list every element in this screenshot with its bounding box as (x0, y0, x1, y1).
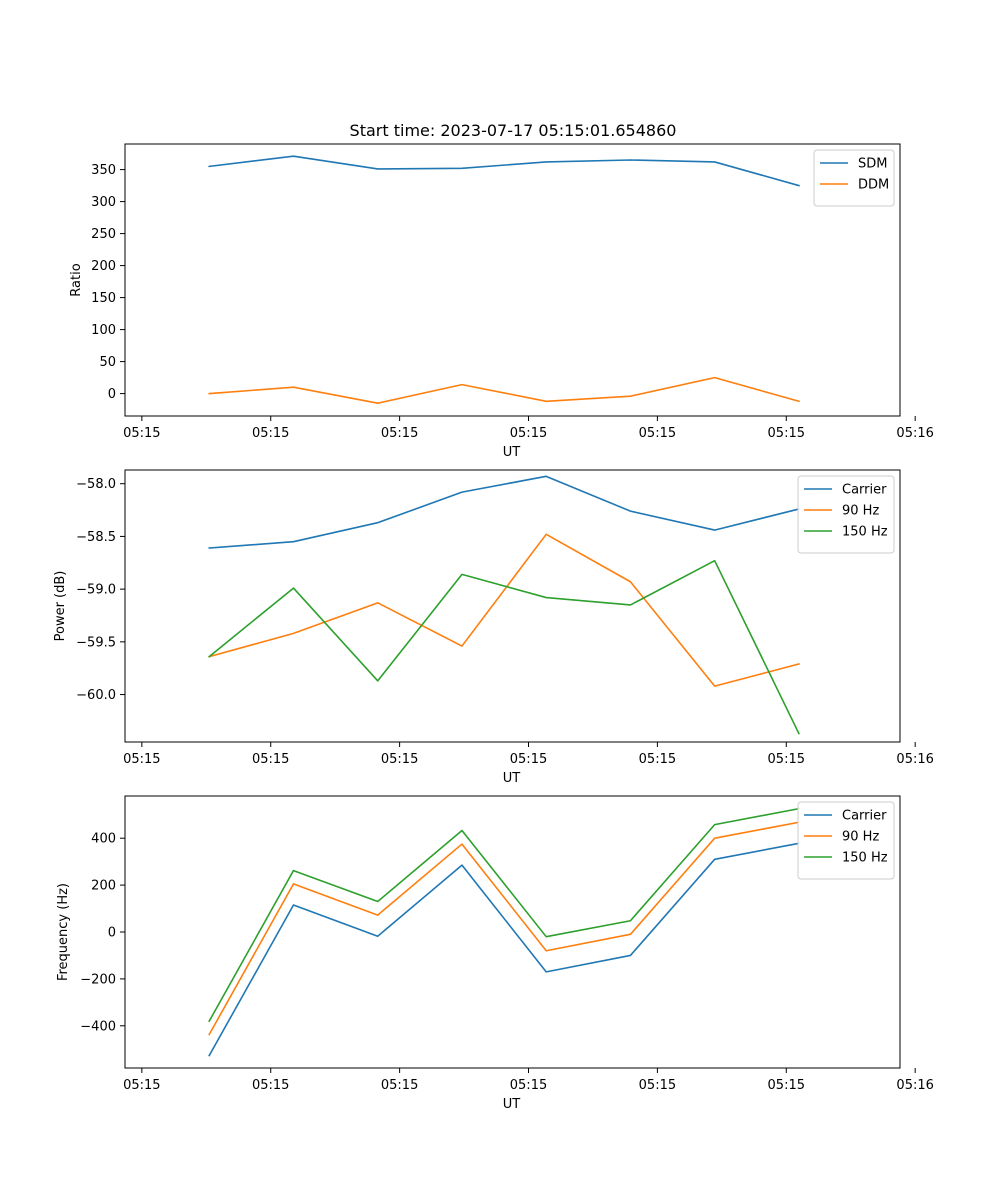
plot2-y-tick-label: −60.0 (76, 688, 116, 703)
plot3-x-tick-label: 05:15 (123, 1078, 160, 1093)
plot3-y-tick-label: 0 (108, 926, 116, 941)
plot1-y-tick-label: 250 (91, 227, 116, 242)
plot1-x-axis-label: UT (503, 445, 521, 460)
plot2-x-axis-label: UT (503, 771, 521, 786)
plot1-legend-label: SDM (858, 157, 887, 172)
plot3-y-tick-label: 200 (91, 879, 116, 894)
plot2-x-tick-label: 05:15 (510, 752, 547, 767)
plot1-y-tick-label: 50 (99, 355, 116, 370)
plot2-legend (797, 475, 895, 554)
plot1-y-tick-label: 200 (91, 259, 116, 274)
plot1-y-axis-label: Ratio (69, 263, 84, 296)
plot3-x-axis-label: UT (503, 1097, 521, 1112)
subplot-power: 05:15 05:15 05:15 05:15 05:15 05:15 05:16 −58.0… (53, 469, 934, 786)
plot1-y-tick-label: 300 (91, 195, 116, 210)
plot3-x-tick-label: 05:15 (639, 1078, 676, 1093)
plot3-legend-label: Carrier (842, 809, 887, 824)
plot3-y-tick-label: −200 (80, 972, 116, 987)
plot1-y-tick-label: 100 (91, 323, 116, 338)
subplot-frequency: 05:15 05:15 05:15 05:15 05:15 05:15 05:16 400 20… (56, 795, 934, 1112)
plot2-y-tick-label: −58.0 (76, 477, 116, 492)
plot2-axes-frame (124, 469, 901, 743)
plot2-x-tick-label: 05:15 (252, 752, 289, 767)
plot2-legend-label: 90 Hz (842, 504, 879, 519)
plot2-y-axis-label: Power (dB) (53, 571, 68, 642)
plot2-y-tick-label: −59.0 (76, 583, 116, 598)
plot3-y-tick-label: −400 (80, 1019, 116, 1034)
plot1-x-tick-label: 05:15 (768, 426, 805, 441)
plot1-series-sdm-line (208, 155, 800, 187)
plot3-y-axis-label: Frequency (Hz) (56, 883, 71, 981)
plot1-y-tick-label: 0 (108, 387, 116, 402)
plot2-legend-label: 150 Hz (842, 525, 888, 540)
plot1-x-tick-label: 05:15 (510, 426, 547, 441)
plot3-axes-frame (124, 795, 901, 1069)
plot1-x-tick-label: 05:15 (381, 426, 418, 441)
plot1-y-tick-label: 150 (91, 291, 116, 306)
plot2-x-tick-label: 05:15 (768, 752, 805, 767)
plot1-y-tick-label: 350 (91, 163, 116, 178)
plot3-x-tick-label: 05:15 (252, 1078, 289, 1093)
plot3-x-tick-label: 05:15 (381, 1078, 418, 1093)
figure-title: Start time: 2023-07-17 05:15:01.654860 (350, 121, 677, 140)
plot1-x-tick-label: 05:15 (252, 426, 289, 441)
plot2-x-tick-label: 05:15 (381, 752, 418, 767)
plot1-legend-label: DDM (858, 178, 889, 193)
plot3-legend (797, 801, 895, 880)
plot2-legend-label: Carrier (842, 483, 887, 498)
plot3-series-carrier-line (208, 842, 800, 1057)
plot2-series-90-hz-line (208, 533, 800, 687)
plot3-series-150-hz-line (208, 807, 800, 1023)
plot2-x-tick-label: 05:15 (123, 752, 160, 767)
subplot-ratio: 05:15 05:15 05:15 05:15 05:15 05:15 05:16 0 50 10… (69, 143, 934, 460)
plot1-legend (813, 149, 895, 207)
plot2-y-tick-label: −59.5 (76, 635, 116, 650)
plot1-x-tick-label: 05:15 (639, 426, 676, 441)
plot3-x-tick-label: 05:16 (896, 1078, 933, 1093)
plot2-y-tick-label: −58.5 (76, 530, 116, 545)
plot1-series-ddm-line (208, 376, 800, 405)
plot3-y-tick-label: 400 (91, 832, 116, 847)
plot3-legend-label: 90 Hz (842, 830, 879, 845)
plot2-x-tick-label: 05:16 (896, 752, 933, 767)
plot2-series-150-hz-line (208, 559, 800, 735)
plot3-x-tick-label: 05:15 (768, 1078, 805, 1093)
plot1-axes-frame (124, 143, 901, 417)
plot3-x-tick-label: 05:15 (510, 1078, 547, 1093)
plot3-series-90-hz-line (208, 821, 800, 1036)
plot3-legend-label: 150 Hz (842, 851, 888, 866)
plot1-x-tick-label: 05:16 (896, 426, 933, 441)
plot2-x-tick-label: 05:15 (639, 752, 676, 767)
plot1-x-tick-label: 05:15 (123, 426, 160, 441)
plot2-series-carrier-line (208, 475, 800, 549)
